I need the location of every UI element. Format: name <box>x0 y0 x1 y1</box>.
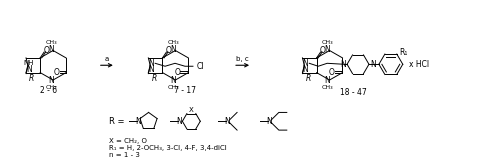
Text: N: N <box>370 60 376 69</box>
Text: N: N <box>148 65 154 74</box>
Text: R: R <box>306 74 310 83</box>
Text: N: N <box>340 60 346 69</box>
Text: x HCl: x HCl <box>408 60 429 69</box>
Text: O: O <box>320 46 326 55</box>
Text: NH: NH <box>24 60 34 66</box>
Text: O: O <box>174 68 180 77</box>
Text: N: N <box>148 59 154 68</box>
Text: 7 - 17: 7 - 17 <box>174 86 197 95</box>
Text: N: N <box>135 117 140 126</box>
Text: N: N <box>176 117 182 126</box>
Text: N: N <box>48 45 54 54</box>
Text: CH₃: CH₃ <box>46 40 57 45</box>
Text: CH₃: CH₃ <box>322 40 334 45</box>
Text: CH₃: CH₃ <box>322 85 334 90</box>
Text: 18 - 47: 18 - 47 <box>340 88 366 97</box>
Text: N: N <box>170 76 176 85</box>
Text: N: N <box>224 117 230 126</box>
Text: N: N <box>48 76 54 85</box>
Text: R₁ = H, 2-OCH₃, 3-Cl, 4-F, 3,4-diCl: R₁ = H, 2-OCH₃, 3-Cl, 4-F, 3,4-diCl <box>109 145 226 151</box>
Text: R₁: R₁ <box>399 48 407 57</box>
Text: n = 1 - 3: n = 1 - 3 <box>109 152 140 158</box>
Text: CH₃: CH₃ <box>168 40 179 45</box>
Text: O: O <box>166 46 172 55</box>
Text: N: N <box>302 59 308 68</box>
Text: R =: R = <box>109 117 127 126</box>
Text: X: X <box>189 108 194 113</box>
Text: X = CH₂, O: X = CH₂, O <box>109 138 146 144</box>
Text: N: N <box>266 117 272 126</box>
Text: R: R <box>29 74 34 83</box>
Text: R: R <box>152 74 156 83</box>
Text: N: N <box>324 76 330 85</box>
Text: O: O <box>53 68 59 77</box>
Text: Cl: Cl <box>196 62 203 71</box>
Text: 2 - 6: 2 - 6 <box>40 86 56 95</box>
Text: N: N <box>302 65 308 74</box>
Text: O: O <box>328 68 334 77</box>
Text: CH₃: CH₃ <box>168 85 179 90</box>
Text: N: N <box>170 45 176 54</box>
Text: O: O <box>43 46 49 55</box>
Text: a: a <box>104 56 109 62</box>
Text: CH₃: CH₃ <box>46 85 57 90</box>
Text: b, c: b, c <box>236 56 249 62</box>
Text: N: N <box>324 45 330 54</box>
Text: N: N <box>26 65 32 74</box>
